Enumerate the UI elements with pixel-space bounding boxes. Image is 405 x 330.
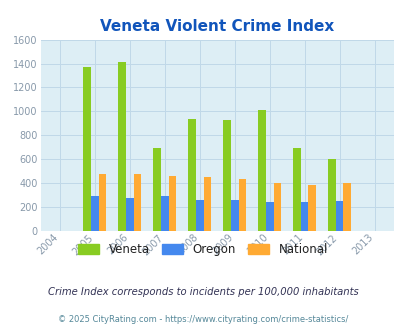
Bar	[343, 183, 350, 231]
Bar	[153, 148, 160, 231]
Bar	[265, 202, 273, 231]
Bar	[223, 120, 230, 231]
Bar	[203, 177, 211, 231]
Bar	[230, 201, 238, 231]
Bar	[258, 110, 265, 231]
Bar	[118, 62, 126, 231]
Bar	[273, 182, 281, 231]
Bar	[308, 185, 315, 231]
Bar	[292, 148, 300, 231]
Bar	[133, 174, 141, 231]
Bar	[98, 174, 106, 231]
Bar	[300, 202, 308, 231]
Bar	[83, 67, 91, 231]
Bar	[238, 179, 245, 231]
Bar	[195, 201, 203, 231]
Legend: Veneta, Oregon, National: Veneta, Oregon, National	[75, 240, 330, 260]
Bar	[168, 176, 176, 231]
Bar	[327, 159, 335, 231]
Text: Crime Index corresponds to incidents per 100,000 inhabitants: Crime Index corresponds to incidents per…	[47, 287, 358, 297]
Bar	[160, 196, 168, 231]
Bar	[335, 201, 343, 231]
Text: © 2025 CityRating.com - https://www.cityrating.com/crime-statistics/: © 2025 CityRating.com - https://www.city…	[58, 315, 347, 324]
Bar	[188, 118, 195, 231]
Bar	[126, 198, 133, 231]
Bar	[91, 196, 98, 231]
Title: Veneta Violent Crime Index: Veneta Violent Crime Index	[100, 19, 333, 34]
